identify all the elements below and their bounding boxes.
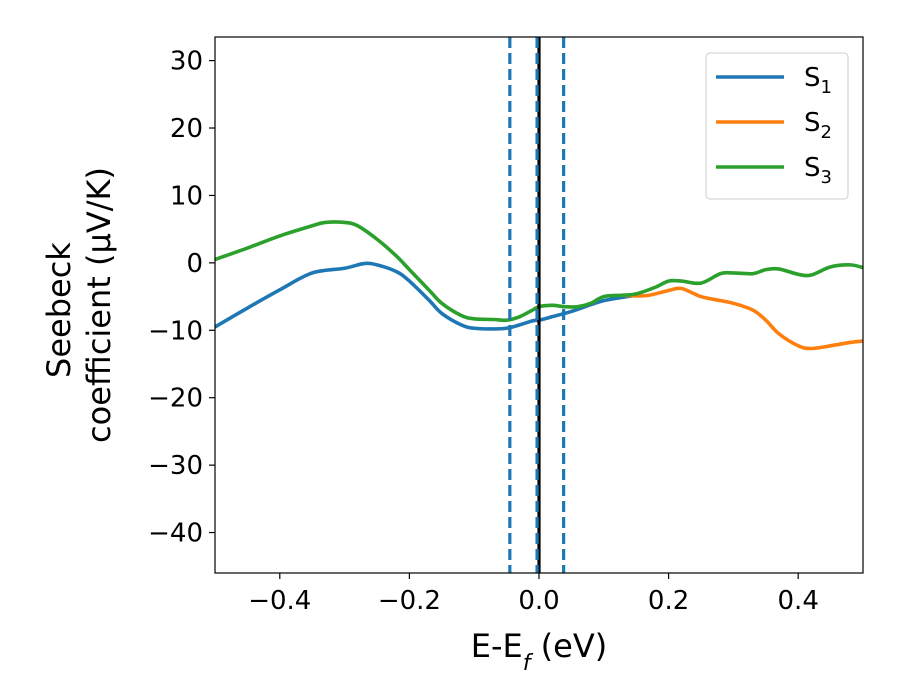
legend-label-sub: 3: [821, 167, 832, 188]
legend-label-s2: S2: [804, 108, 832, 143]
y-tick-label: 10: [170, 181, 203, 211]
legend-label-s3: S3: [804, 153, 832, 188]
x-tick-label: −0.4: [248, 586, 311, 616]
y-tick-label: −10: [148, 316, 203, 346]
y-axis-ticks: 30 20 10 0 −10 −20 −30 −40: [148, 47, 215, 549]
legend-label-s1: S1: [804, 63, 832, 98]
x-tick-label: −0.2: [378, 586, 441, 616]
x-tick-label: 0.4: [778, 586, 819, 616]
x-tick-label: 0.0: [518, 586, 559, 616]
y-tick-label: 0: [186, 249, 203, 279]
legend-box: [705, 52, 849, 200]
legend-label-main: S: [804, 108, 821, 138]
y-axis-title-line2: coefficient (μV/K): [80, 167, 118, 443]
legend-label-main: S: [804, 153, 821, 183]
x-axis-title: E-Ef (eV): [471, 627, 607, 676]
series-line-s3: [215, 220, 863, 323]
y-axis-title: Seebeck coefficient (μV/K): [40, 167, 118, 443]
y-tick-label: −20: [148, 384, 203, 414]
y-tick-label: 20: [170, 114, 203, 144]
legend-label-sub: 2: [821, 122, 832, 143]
y-tick-label: −40: [148, 519, 203, 549]
vertical-lines: [508, 37, 566, 573]
y-tick-label: −30: [148, 451, 203, 481]
series-lines: [215, 220, 863, 351]
legend-label-sub: 1: [821, 77, 832, 98]
series-line-s2: [621, 286, 863, 351]
x-axis-title-sub: f: [523, 651, 534, 676]
series-line-s1: [215, 261, 638, 331]
x-tick-label: 0.2: [648, 586, 689, 616]
x-axis-title-part1: E-E: [471, 627, 523, 665]
y-tick-label: 30: [170, 47, 203, 77]
x-axis-title-part2: (eV): [531, 627, 608, 665]
legend-label-main: S: [804, 63, 821, 93]
x-axis-ticks: −0.4 −0.2 0.0 0.2 0.4: [248, 573, 819, 616]
y-axis-title-line1: Seebeck: [40, 242, 78, 378]
